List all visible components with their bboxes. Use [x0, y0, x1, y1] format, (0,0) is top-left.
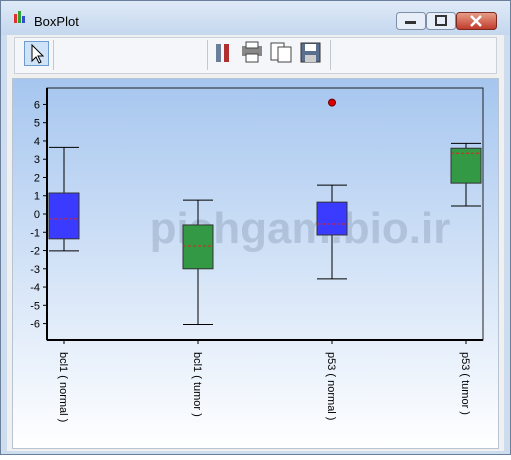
settings-button[interactable] [216, 44, 229, 62]
y-tick-label: -5 [30, 300, 40, 312]
box [450, 147, 482, 184]
box [48, 192, 80, 240]
minimize-icon [405, 21, 416, 24]
app-icon [14, 14, 17, 23]
y-tick-label: -2 [30, 246, 40, 258]
chart: -6 -5 -4 -3 -2 -1 0 1 2 3 4 5 6 bcl1 ( normal ) bcl1 (… [30, 87, 484, 422]
y-tick-label: 0 [34, 209, 40, 221]
window-title: BoxPlot [34, 14, 79, 29]
x-tick-label: bcl1 ( normal ) [57, 352, 69, 422]
y-tick-label: 1 [34, 191, 40, 203]
pointer-icon [31, 43, 45, 64]
box [182, 224, 214, 270]
x-tick-label: p53 ( normal ) [325, 352, 337, 420]
close-icon [470, 15, 482, 27]
print-button[interactable] [242, 41, 262, 63]
maximize-button[interactable] [426, 12, 456, 30]
y-tick-label: 3 [34, 154, 40, 166]
y-tick-label: 4 [34, 136, 40, 148]
app-icon [22, 16, 25, 23]
y-tick-label: -6 [30, 319, 40, 331]
y-tick-label: 2 [34, 172, 40, 184]
copy-button[interactable] [270, 42, 292, 63]
outlier [328, 98, 336, 107]
y-tick-label: 6 [34, 99, 40, 111]
y-tick-label: -4 [30, 282, 40, 294]
x-tick-label: p53 ( tumor ) [459, 352, 471, 415]
y-tick-label: -1 [30, 227, 40, 239]
maximize-icon [435, 15, 447, 26]
save-button[interactable] [300, 42, 321, 63]
chart-panel [12, 78, 499, 449]
x-tick-label: bcl1 ( tumor ) [191, 352, 203, 417]
y-tick-label: -3 [30, 264, 40, 276]
app-icon [18, 11, 21, 23]
y-tick-label: 5 [34, 118, 40, 130]
box [316, 201, 348, 236]
